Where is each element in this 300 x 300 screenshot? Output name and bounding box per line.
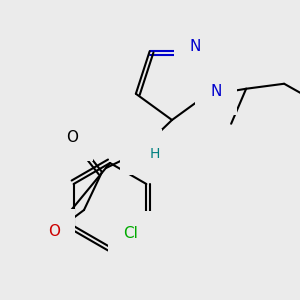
Text: Cl: Cl [123,226,138,242]
Text: N: N [135,145,147,160]
Text: O: O [48,224,60,239]
Text: O: O [66,130,78,146]
Text: N: N [190,39,201,54]
Text: N: N [211,84,222,99]
Text: H: H [150,147,160,161]
